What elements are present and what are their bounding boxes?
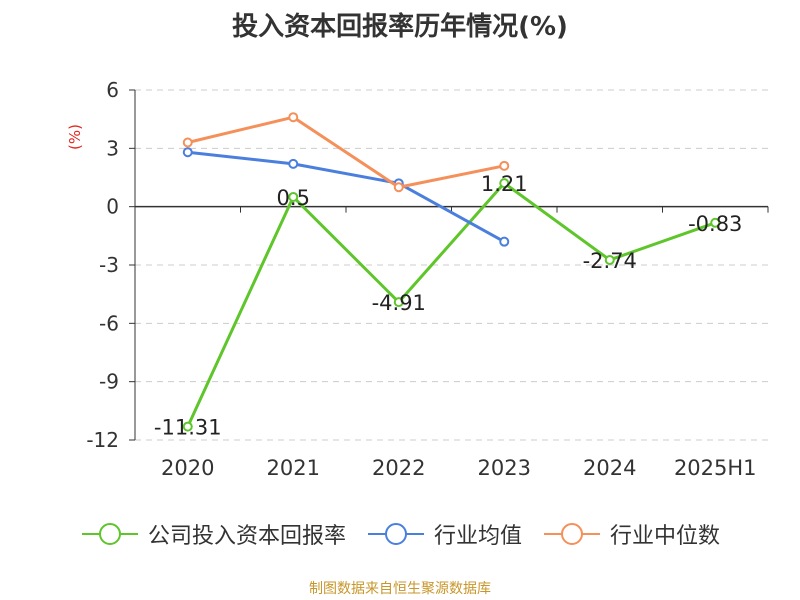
data-point-1 [499,236,510,247]
data-point-0 [499,178,510,189]
legend-swatch-industry-mean [367,523,424,545]
x-tick-label: 2025H1 [674,456,757,480]
legend-item-company-roic[interactable]: 公司投入资本回报率 [80,518,346,550]
y-tick-label: 3 [106,136,119,160]
legend-item-industry-mean[interactable]: 行业均值 [366,518,522,550]
legend-swatch-industry-median [544,523,600,545]
data-label: -2.74 [583,249,637,273]
y-tick-label: 0 [106,195,119,219]
data-label: 0.5 [277,186,310,210]
series-line-2 [187,115,505,189]
legend-label-company-roic: 公司投入资本回报率 [147,524,346,549]
x-tick-label: 2022 [372,456,425,480]
data-point-0 [288,191,299,202]
series-line-1 [187,150,505,243]
data-point-0 [393,297,404,308]
data-point-1 [288,158,299,169]
x-tick-label: 2020 [161,456,214,480]
data-label: -4.91 [372,291,426,315]
legend-item-industry-median[interactable]: 行业中位数 [542,518,720,550]
data-label: -11.31 [154,416,222,440]
data-label: -0.83 [688,212,742,236]
legend: 公司投入资本回报率 行业均值 行业中位数 [0,518,800,550]
y-tick-label: -3 [99,253,119,277]
data-source: 制图数据来自恒生聚源数据库 [309,581,491,597]
data-label: 1.21 [481,172,528,196]
y-tick-label: 6 [106,78,119,102]
data-point-0 [710,217,721,228]
y-tick-label: -6 [99,311,119,335]
legend-label-industry-mean: 行业均值 [433,524,522,549]
data-point-2 [182,137,193,148]
legend-swatch-company-roic [81,523,138,545]
x-tick-label: 2024 [583,456,636,480]
series-line-0 [186,181,716,428]
data-point-0 [604,254,615,265]
data-point-0 [182,421,193,432]
y-tick-label: -9 [99,370,119,394]
y-tick-label: -12 [86,428,119,452]
x-tick-label: 2023 [478,456,531,480]
x-tick-label: 2021 [267,456,320,480]
data-point-2 [288,112,299,123]
data-point-2 [393,182,404,193]
data-point-1 [182,147,193,158]
data-point-2 [499,160,510,171]
chart-title: 投入资本回报率历年情况(%) [232,12,568,42]
legend-label-industry-median: 行业中位数 [610,524,721,549]
